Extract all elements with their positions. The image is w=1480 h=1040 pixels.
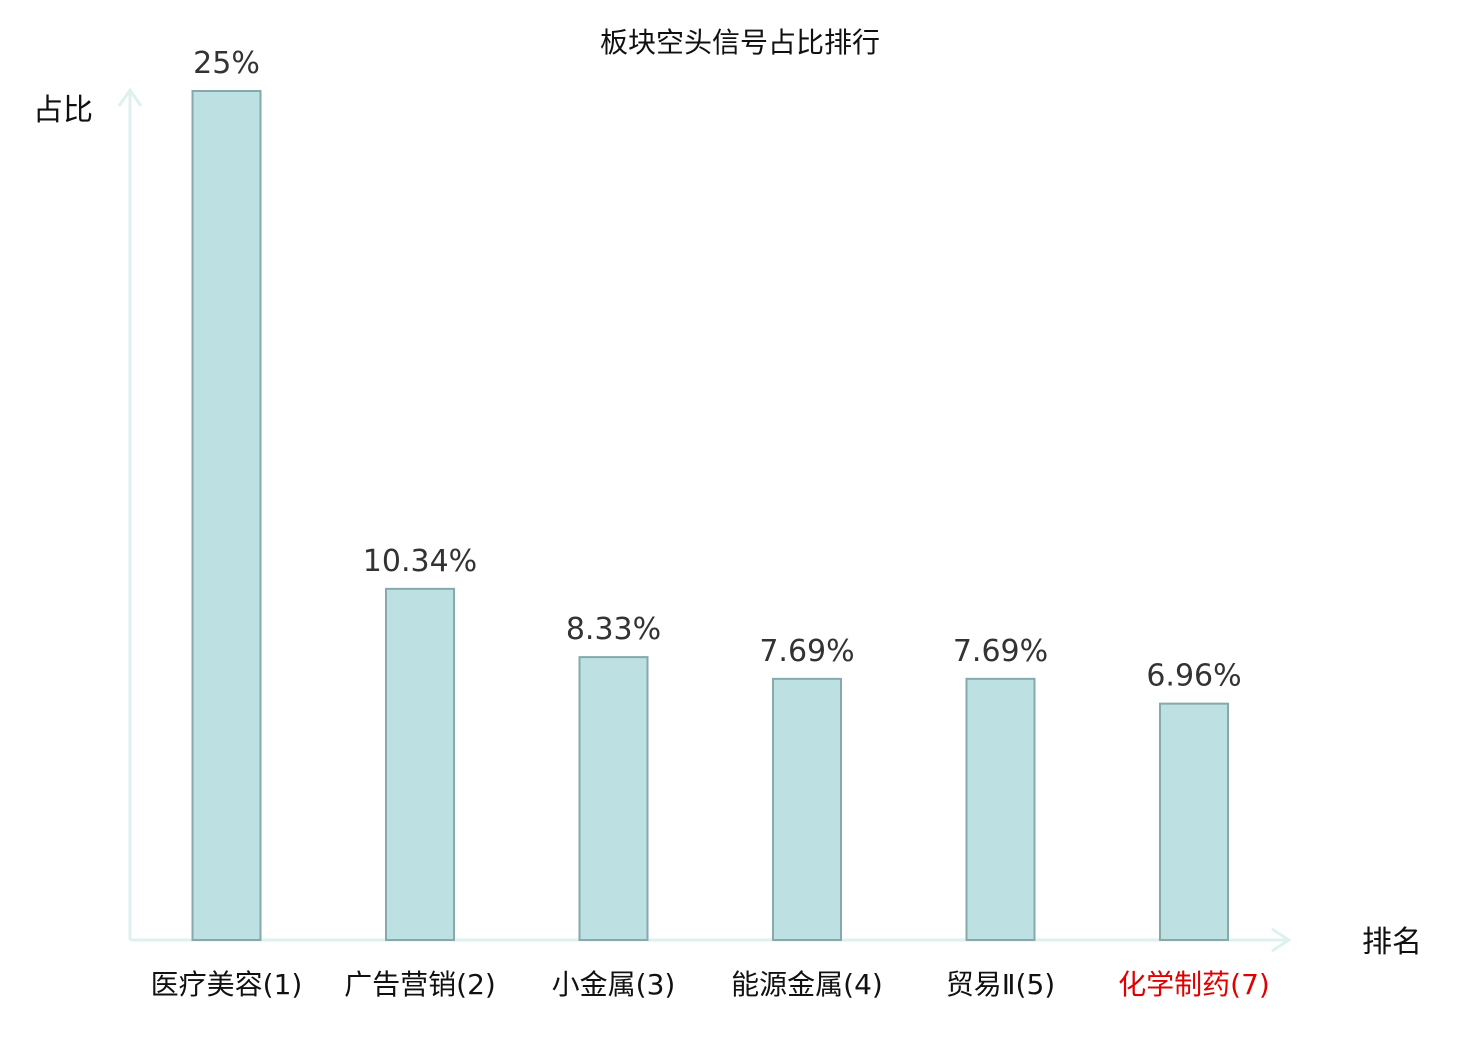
bar	[1159, 702, 1229, 942]
category-label: 小金属(3)	[552, 968, 676, 1001]
bar	[772, 677, 842, 941]
bar	[385, 587, 455, 941]
x-axis-label: 排名	[1362, 925, 1422, 960]
bar-value-label: 7.69%	[759, 634, 854, 669]
y-axis-arrow-icon	[117, 87, 143, 107]
bar-value-label: 6.96%	[1146, 659, 1241, 694]
bar	[191, 90, 262, 941]
category-label: 医疗美容(1)	[151, 968, 303, 1001]
category-label: 贸易Ⅱ(5)	[946, 968, 1055, 1001]
chart-title: 板块空头信号占比排行	[600, 26, 880, 59]
category-label: 广告营销(2)	[344, 968, 496, 1001]
bar-series: 25% 医疗美容(1) 10.34% 广告营销(2) 8.33% 小金属(3) 7.69% 能…	[151, 46, 1270, 1001]
bar-value-label: 10.34%	[363, 544, 477, 579]
category-label: 化学制药(7)	[1118, 968, 1270, 1001]
bar-value-label: 7.69%	[953, 634, 1048, 669]
bar-value-label: 25%	[193, 46, 260, 81]
x-axis-arrow-icon	[1271, 927, 1292, 953]
y-axis-label: 占比	[33, 93, 93, 128]
category-label: 能源金属(4)	[731, 968, 883, 1001]
bar	[965, 677, 1036, 941]
bar	[578, 656, 649, 942]
bar-value-label: 8.33%	[566, 612, 661, 647]
